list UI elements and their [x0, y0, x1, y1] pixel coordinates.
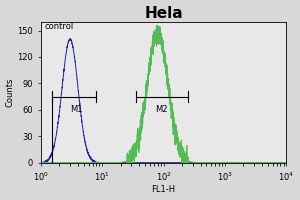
- Y-axis label: Counts: Counts: [6, 77, 15, 107]
- Text: M2: M2: [155, 105, 168, 114]
- Text: control: control: [44, 22, 74, 31]
- Text: M1: M1: [70, 105, 83, 114]
- Title: Hela: Hela: [144, 6, 183, 21]
- X-axis label: FL1-H: FL1-H: [152, 185, 176, 194]
